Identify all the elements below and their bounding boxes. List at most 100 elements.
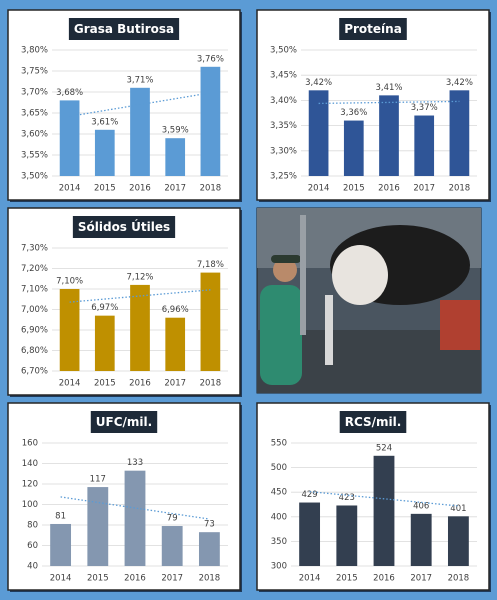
value-label: 406 xyxy=(413,501,429,511)
bar xyxy=(124,470,146,566)
value-label: 6,97% xyxy=(91,303,118,313)
x-tick-label: 2014 xyxy=(50,574,72,584)
title-box xyxy=(68,18,180,40)
x-tick-label: 2018 xyxy=(200,184,222,194)
photo-post xyxy=(300,215,306,335)
y-tick-label: 3,70% xyxy=(21,88,48,98)
bar xyxy=(447,516,469,566)
bar xyxy=(87,487,109,566)
bar xyxy=(198,532,220,566)
y-tick-label: 400 xyxy=(271,512,287,522)
bar xyxy=(59,100,80,176)
x-tick-label: 2017 xyxy=(413,184,435,194)
value-label: 3,36% xyxy=(340,108,367,118)
y-tick-label: 3,80% xyxy=(21,46,48,56)
y-tick-label: 7,30% xyxy=(21,244,48,254)
value-label: 81 xyxy=(55,511,66,521)
value-label: 7,12% xyxy=(126,272,153,282)
y-tick-label: 3,65% xyxy=(21,109,48,119)
x-tick-label: 2018 xyxy=(199,574,221,584)
x-tick-label: 2016 xyxy=(129,184,151,194)
y-tick-label: 350 xyxy=(271,537,287,547)
x-tick-label: 2014 xyxy=(59,379,81,389)
x-tick-label: 2015 xyxy=(87,574,109,584)
y-tick-label: 3,45% xyxy=(270,71,297,81)
value-label: 117 xyxy=(90,475,106,485)
y-tick-label: 3,55% xyxy=(21,151,48,161)
x-tick-label: 2018 xyxy=(448,574,470,584)
y-tick-label: 6,90% xyxy=(21,326,48,336)
chart-title: RCS/mil. xyxy=(345,415,402,429)
trendline xyxy=(318,100,460,105)
x-tick-label: 2015 xyxy=(343,184,365,194)
chart-panel: UFC/mil. 40 60 80 100 120 140 160 2014 81 2015 117 2… xyxy=(7,402,242,592)
photo xyxy=(256,207,482,394)
photo-cap xyxy=(271,255,301,263)
photo-pipe xyxy=(325,295,333,365)
bar xyxy=(94,129,115,176)
chart-title: UFC/mil. xyxy=(96,415,152,429)
title-box xyxy=(90,411,158,433)
bar xyxy=(200,272,221,371)
bar xyxy=(50,523,72,566)
y-tick-label: 7,20% xyxy=(21,264,48,274)
trendline xyxy=(69,289,211,303)
bar xyxy=(130,87,150,176)
chart-panel: RCS/mil. 300 350 400 450 500 550 2014 429 2015 423… xyxy=(256,402,491,592)
value-label: 524 xyxy=(376,443,392,453)
y-tick-label: 3,60% xyxy=(21,130,48,140)
x-tick-label: 2017 xyxy=(164,184,186,194)
bar xyxy=(308,90,329,176)
bar xyxy=(379,95,399,176)
value-label: 3,42% xyxy=(446,78,473,88)
photo-background-object xyxy=(440,300,480,350)
x-tick-label: 2018 xyxy=(449,184,471,194)
value-label: 7,10% xyxy=(56,277,83,287)
value-label: 3,41% xyxy=(375,83,402,93)
bar xyxy=(161,526,183,566)
y-tick-label: 3,30% xyxy=(270,146,297,156)
value-label: 3,37% xyxy=(411,103,438,113)
value-label: 3,61% xyxy=(91,117,118,127)
y-tick-label: 120 xyxy=(22,480,38,490)
bar xyxy=(165,317,186,371)
bar xyxy=(414,115,435,176)
x-tick-label: 2016 xyxy=(129,379,151,389)
x-tick-label: 2017 xyxy=(161,574,183,584)
x-tick-label: 2018 xyxy=(200,379,222,389)
title-box xyxy=(339,18,407,40)
value-label: 429 xyxy=(301,490,317,500)
x-tick-label: 2016 xyxy=(124,574,146,584)
bar xyxy=(299,502,321,566)
bar xyxy=(94,315,115,371)
y-tick-label: 3,35% xyxy=(270,121,297,131)
photo-cow-patch xyxy=(332,245,388,305)
value-label: 3,76% xyxy=(197,54,224,64)
bar xyxy=(130,284,150,371)
value-label: 7,18% xyxy=(197,260,224,270)
x-tick-label: 2014 xyxy=(308,184,330,194)
y-tick-label: 40 xyxy=(27,562,38,572)
x-tick-label: 2014 xyxy=(299,574,321,584)
y-tick-label: 160 xyxy=(22,439,38,449)
x-tick-label: 2015 xyxy=(94,184,116,194)
y-tick-label: 7,00% xyxy=(21,305,48,315)
y-tick-label: 300 xyxy=(271,562,287,572)
chart-panel: Sólidos Útiles 6,70% 6,80% 6,90% 7,00% 7,10% 7… xyxy=(7,207,242,397)
title-box xyxy=(339,411,407,433)
photo-person xyxy=(260,285,302,385)
y-tick-label: 3,40% xyxy=(270,96,297,106)
y-tick-label: 3,50% xyxy=(270,46,297,56)
trendline xyxy=(309,490,459,507)
y-tick-label: 450 xyxy=(271,488,287,498)
value-label: 3,42% xyxy=(305,78,332,88)
y-tick-label: 500 xyxy=(271,463,287,473)
trendline xyxy=(60,496,210,520)
y-tick-label: 100 xyxy=(22,500,38,510)
value-label: 133 xyxy=(127,458,143,468)
y-tick-label: 6,70% xyxy=(21,367,48,377)
x-tick-label: 2016 xyxy=(378,184,400,194)
chart-title: Proteína xyxy=(344,22,402,36)
x-tick-label: 2014 xyxy=(59,184,81,194)
